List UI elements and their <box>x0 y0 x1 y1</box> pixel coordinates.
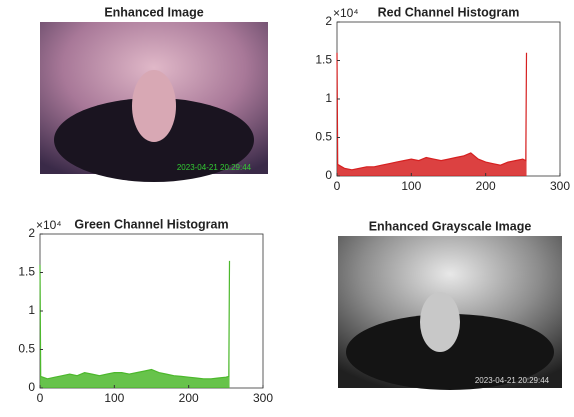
page: 2023-04-21 20:29:44 Enhanced Image 2023-… <box>0 0 574 417</box>
x-tick-label: 100 <box>401 179 421 193</box>
y-scale-label: ×10⁴ <box>333 6 359 20</box>
color-image: 2023-04-21 20:29:44 <box>40 22 268 182</box>
chart-title: Green Channel Histogram <box>74 217 228 231</box>
y-tick-label: 1.5 <box>315 53 332 67</box>
x-tick-label: 300 <box>550 179 570 193</box>
x-tick-label: 0 <box>37 391 44 405</box>
y-tick-label: 0 <box>325 168 332 182</box>
x-tick-label: 200 <box>476 179 496 193</box>
y-tick-label: 1 <box>325 91 332 105</box>
y-tick-label: 2 <box>325 14 332 28</box>
y-tick-label: 0.5 <box>315 130 332 144</box>
timestamp: 2023-04-21 20:29:44 <box>475 376 550 385</box>
y-tick-label: 1.5 <box>18 265 35 279</box>
x-tick-label: 100 <box>104 391 124 405</box>
figure: 2023-04-21 20:29:44 Enhanced Image 2023-… <box>0 0 574 412</box>
chart-title: Red Channel Histogram <box>378 5 520 19</box>
x-tick-label: 0 <box>334 179 341 193</box>
timestamp: 2023-04-21 20:29:44 <box>177 163 252 172</box>
y-tick-label: 1 <box>28 303 35 317</box>
grayscale-image: 2023-04-21 20:29:44 <box>338 236 562 390</box>
x-tick-label: 200 <box>179 391 199 405</box>
y-scale-label: ×10⁴ <box>36 218 62 232</box>
y-tick-label: 0.5 <box>18 342 35 356</box>
y-tick-label: 0 <box>28 380 35 394</box>
image-title: Enhanced Image <box>104 5 203 19</box>
y-tick-label: 2 <box>28 226 35 240</box>
x-tick-label: 300 <box>253 391 273 405</box>
image-title: Enhanced Grayscale Image <box>369 219 532 233</box>
